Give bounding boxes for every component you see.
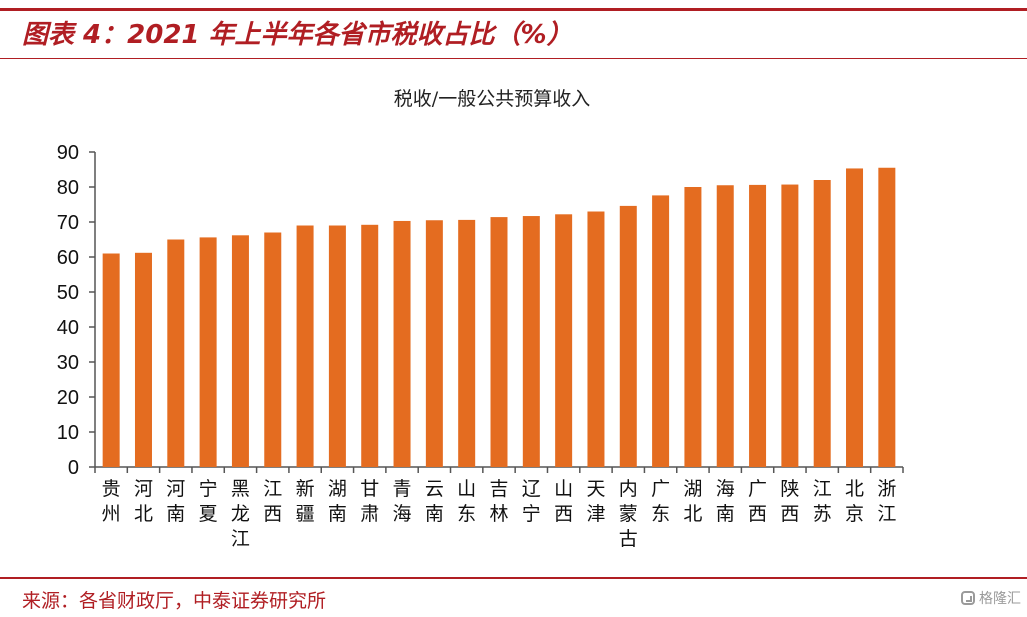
bar <box>102 253 120 467</box>
category-label: 海南 <box>716 478 735 525</box>
bar <box>619 205 637 467</box>
category-label: 广东 <box>651 478 670 525</box>
category-label: 江西 <box>263 478 282 525</box>
category-label: 湖北 <box>683 478 702 525</box>
category-label: 新疆 <box>296 478 315 525</box>
category-label: 青海 <box>393 478 412 525</box>
bar <box>490 217 508 467</box>
y-tick-label: 90 <box>57 142 79 164</box>
bar <box>813 180 831 467</box>
watermark-logo-icon <box>961 591 975 605</box>
y-tick-label: 70 <box>57 212 79 234</box>
category-label: 黑龙江 <box>231 478 250 550</box>
category-label: 天津 <box>586 478 605 525</box>
bar <box>393 220 411 467</box>
category-label: 云南 <box>425 478 444 525</box>
bar <box>199 237 217 467</box>
watermark-text: 格隆汇 <box>979 591 1021 607</box>
bars <box>102 167 896 468</box>
watermark: 格隆汇 <box>961 588 1021 608</box>
category-label: 宁夏 <box>199 478 218 525</box>
bar <box>878 167 896 467</box>
chart-title: 税收/一般公共预算收入 <box>394 88 590 110</box>
bottom-rule <box>0 577 1027 579</box>
bar <box>749 184 767 467</box>
bar <box>716 185 734 467</box>
bar <box>846 168 864 467</box>
x-axis <box>94 466 904 473</box>
y-tick-label: 80 <box>57 177 79 199</box>
category-label: 河南 <box>166 478 185 525</box>
y-tick-label: 50 <box>57 282 79 304</box>
title-rule <box>0 58 1027 59</box>
bar <box>652 195 670 467</box>
y-tick-label: 0 <box>68 457 79 479</box>
category-label: 甘肃 <box>360 478 379 525</box>
source-note: 来源：各省财政厅，中泰证券研究所 <box>22 590 327 612</box>
bar <box>264 232 282 467</box>
category-label: 山西 <box>554 478 573 525</box>
y-tick-label: 60 <box>57 247 79 269</box>
bar <box>296 225 314 467</box>
bar <box>361 224 379 467</box>
bar <box>231 235 249 467</box>
category-label: 北京 <box>845 478 864 525</box>
bar <box>522 216 540 467</box>
category-label: 贵州 <box>102 478 121 525</box>
category-label: 吉林 <box>489 478 508 525</box>
figure-title: 图表 4：2021 年上半年各省市税收占比（%） <box>22 20 573 50</box>
category-label: 山东 <box>457 478 476 525</box>
y-tick-label: 40 <box>57 317 79 339</box>
bar <box>458 219 476 467</box>
y-tick-label: 10 <box>57 422 79 444</box>
y-axis: 0 10 20 30 40 50 60 70 80 90 <box>57 142 96 479</box>
bar <box>134 252 152 467</box>
category-label: 广西 <box>748 478 767 525</box>
category-label: 辽宁 <box>522 478 541 525</box>
category-label: 湖南 <box>328 478 347 525</box>
bar <box>781 184 799 468</box>
category-labels: 贵州河北河南宁夏黑龙江江西新疆湖南甘肃青海云南山东吉林辽宁山西天津内蒙古广东湖北… <box>102 478 897 550</box>
bar <box>587 211 605 467</box>
y-tick-label: 30 <box>57 352 79 374</box>
bar <box>328 225 346 467</box>
category-label: 内蒙古 <box>619 478 638 550</box>
category-label: 陕西 <box>780 478 799 525</box>
bar <box>425 220 443 467</box>
category-label: 江苏 <box>813 478 832 525</box>
category-label: 浙江 <box>877 478 896 525</box>
bar <box>167 239 185 467</box>
bar <box>555 214 573 467</box>
y-tick-label: 20 <box>57 387 79 409</box>
top-rule <box>0 8 1027 11</box>
bar-chart: 税收/一般公共预算收入 0 10 20 30 40 50 60 70 80 90 贵州河北河南宁夏… <box>57 88 904 550</box>
category-label: 河北 <box>134 478 153 525</box>
bar <box>684 187 702 467</box>
